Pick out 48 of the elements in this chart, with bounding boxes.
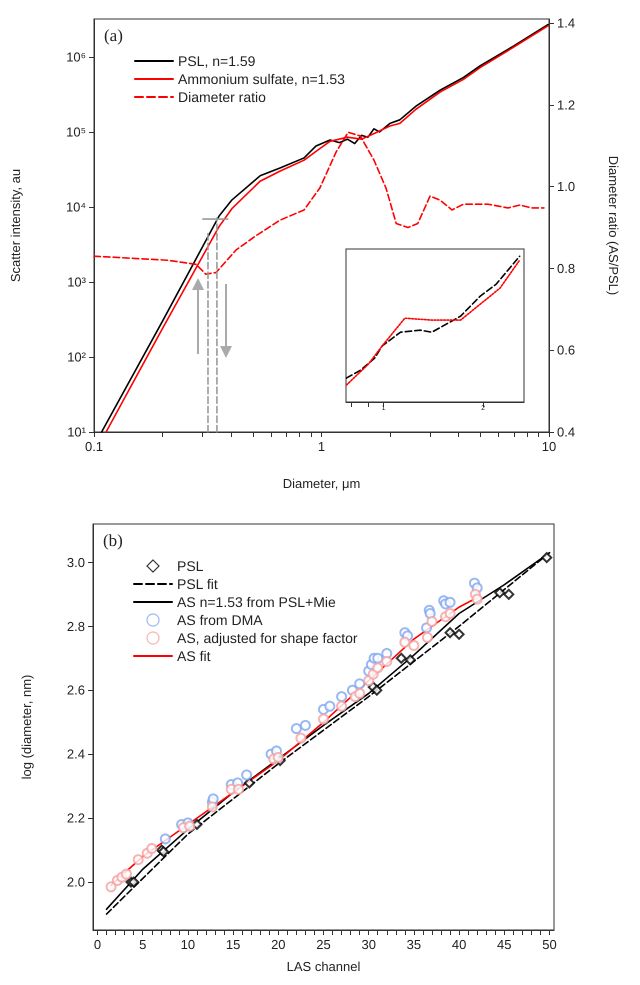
y2-tick-label: 0.6	[557, 342, 576, 358]
legend-label: Diameter ratio	[178, 89, 266, 105]
y-tick-label: 10²	[67, 349, 87, 364]
legend-label: Ammonium sulfate, n=1.53	[178, 71, 346, 87]
x-tick-label: 50	[542, 937, 557, 952]
y-tick-label: 10³	[67, 274, 87, 290]
x-tick-label: 20	[271, 937, 286, 952]
y2-tick-label: 0.8	[557, 260, 576, 276]
legend-label: AS, adjusted for shape factor	[177, 630, 358, 646]
y-tick-label: 2.2	[66, 810, 85, 826]
x-tick-label: 25	[316, 937, 331, 952]
x-tick-label: 0	[94, 937, 102, 952]
y-tick-label: 2.8	[66, 618, 85, 634]
legend-label: AS fit	[177, 648, 211, 664]
y-tick-label: 10⁴	[66, 199, 86, 214]
y2-tick-label: 1.4	[557, 16, 576, 31]
y-tick-label: 10¹	[67, 424, 87, 440]
legend-label: PSL fit	[177, 576, 218, 592]
x-tick-label: 45	[497, 937, 512, 952]
x-tick-label: 10	[180, 937, 196, 952]
legend-label: PSL, n=1.59	[178, 53, 256, 69]
annotation: (a)	[104, 26, 123, 45]
y2-axis-title: Diameter ratio (AS/PSL)	[606, 156, 621, 296]
legend-label: AS from DMA	[177, 612, 264, 628]
y2-tick-label: 0.4	[557, 424, 576, 440]
y2-tick-label: 1.0	[557, 179, 576, 194]
legend-label: PSL	[177, 558, 204, 574]
x-tick-label: 40	[452, 937, 466, 952]
x-tick-label: 5	[139, 937, 146, 952]
y-axis-title: log (diameter, nm)	[19, 674, 34, 780]
x-axis-title: Diameter, μm	[282, 476, 360, 491]
y-tick-label: 10⁶	[66, 49, 86, 64]
y-tick-label: 2.6	[66, 682, 85, 698]
x-axis-title: LAS channel	[286, 959, 360, 974]
x-tick-label: 30	[361, 937, 376, 952]
y2-tick-label: 1.2	[557, 97, 576, 112]
annotation: (b)	[103, 531, 123, 550]
x-tick-label: 15	[226, 937, 240, 952]
y-tick-label: 10⁵	[66, 124, 86, 140]
x-tick-label: 10	[542, 439, 556, 454]
y-axis-title: Scatter intensity, au	[8, 168, 23, 282]
x-tick-label: 35	[406, 937, 422, 952]
x-tick-label: 1	[318, 439, 326, 454]
y-tick-label: 2.0	[66, 874, 85, 890]
legend-label: AS n=1.53 from PSL+Mie	[177, 594, 336, 610]
y-tick-label: 2.4	[66, 746, 85, 762]
x-tick-label: 0.1	[84, 439, 104, 454]
y-tick-label: 3.0	[66, 554, 85, 570]
